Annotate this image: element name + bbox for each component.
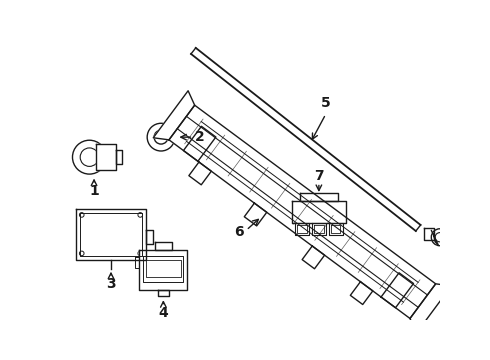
Polygon shape (146, 230, 153, 244)
Polygon shape (381, 273, 414, 308)
Polygon shape (329, 222, 343, 235)
Polygon shape (153, 91, 195, 140)
Polygon shape (302, 246, 324, 269)
Text: 6: 6 (234, 225, 243, 239)
Text: 2: 2 (195, 130, 204, 144)
Polygon shape (143, 256, 183, 282)
Polygon shape (76, 209, 146, 260)
Polygon shape (300, 193, 338, 201)
Polygon shape (80, 213, 142, 256)
Circle shape (73, 140, 106, 174)
Polygon shape (312, 222, 326, 235)
Polygon shape (295, 222, 309, 235)
Polygon shape (135, 257, 140, 268)
Polygon shape (424, 228, 434, 240)
Text: 1: 1 (89, 184, 99, 198)
Circle shape (147, 123, 175, 151)
Polygon shape (331, 225, 341, 233)
Polygon shape (245, 203, 267, 226)
Polygon shape (350, 282, 373, 305)
Circle shape (138, 251, 143, 256)
Text: 5: 5 (321, 96, 331, 110)
Circle shape (79, 213, 84, 217)
Text: 4: 4 (158, 306, 168, 320)
Circle shape (138, 213, 143, 217)
Text: 3: 3 (106, 277, 116, 291)
Polygon shape (297, 225, 307, 233)
Polygon shape (410, 284, 451, 333)
Circle shape (79, 251, 84, 256)
Polygon shape (140, 249, 187, 289)
Circle shape (431, 229, 448, 246)
Polygon shape (155, 242, 172, 249)
Polygon shape (146, 260, 181, 277)
Polygon shape (96, 144, 116, 170)
Polygon shape (158, 289, 169, 296)
Polygon shape (183, 126, 216, 161)
Circle shape (435, 233, 444, 242)
Circle shape (80, 148, 98, 166)
Circle shape (154, 130, 168, 144)
Polygon shape (116, 150, 122, 164)
Polygon shape (189, 162, 211, 185)
Text: 7: 7 (314, 170, 324, 183)
Polygon shape (314, 225, 323, 233)
Polygon shape (292, 201, 346, 222)
Polygon shape (169, 105, 436, 319)
